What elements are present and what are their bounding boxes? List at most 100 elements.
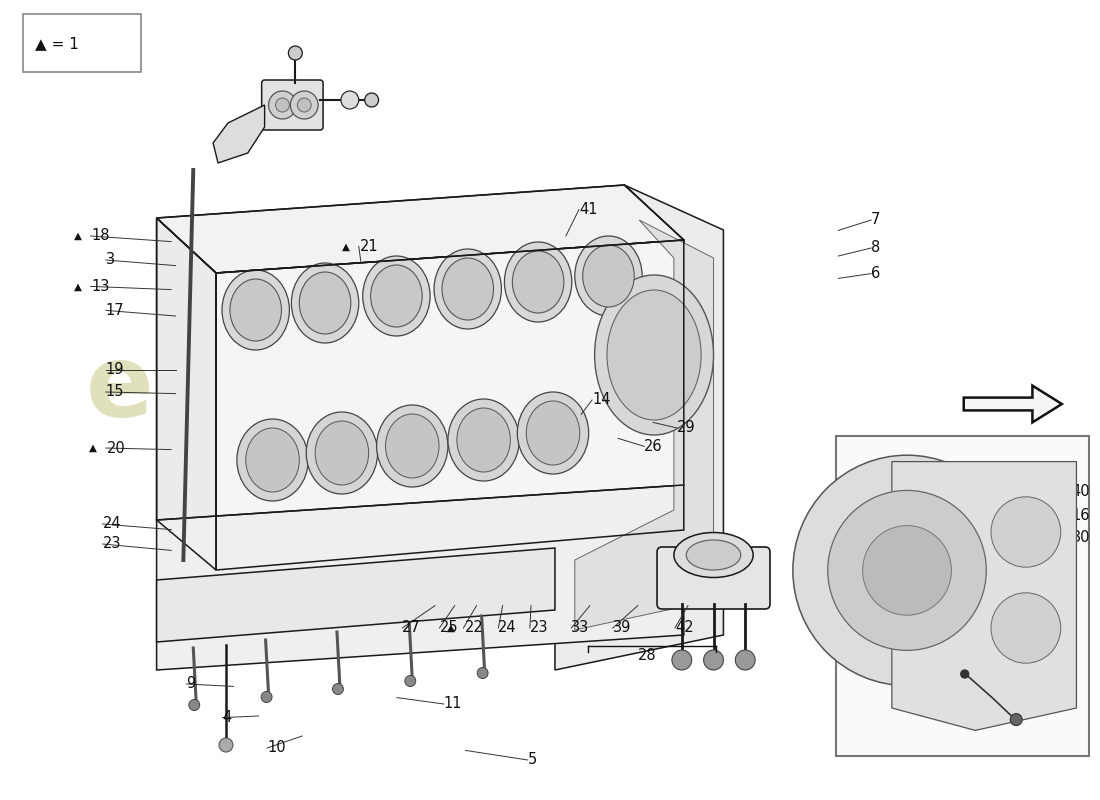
Ellipse shape	[292, 263, 359, 343]
Polygon shape	[575, 220, 714, 630]
Ellipse shape	[607, 290, 701, 420]
Polygon shape	[216, 240, 684, 570]
FancyBboxPatch shape	[657, 547, 770, 609]
Circle shape	[297, 98, 311, 112]
Ellipse shape	[316, 421, 369, 485]
Text: 33: 33	[571, 621, 590, 635]
Ellipse shape	[376, 405, 448, 487]
Ellipse shape	[513, 251, 564, 313]
Text: eurospares: eurospares	[86, 342, 717, 438]
Text: 30: 30	[1071, 530, 1090, 545]
Text: 16: 16	[1071, 509, 1090, 523]
Text: 8: 8	[871, 241, 880, 255]
Circle shape	[672, 650, 692, 670]
Circle shape	[704, 650, 724, 670]
Text: 11: 11	[443, 697, 462, 711]
Circle shape	[960, 670, 969, 678]
Text: 5: 5	[528, 753, 537, 767]
Bar	[23, 14, 141, 72]
Polygon shape	[156, 548, 556, 642]
Polygon shape	[213, 105, 265, 163]
Ellipse shape	[434, 249, 502, 329]
Ellipse shape	[674, 533, 754, 578]
Text: ▲ = 1: ▲ = 1	[35, 36, 79, 50]
Ellipse shape	[448, 399, 519, 481]
Ellipse shape	[517, 392, 588, 474]
Text: 3: 3	[106, 253, 116, 267]
Circle shape	[268, 91, 296, 119]
Text: ▲: ▲	[447, 623, 454, 633]
Ellipse shape	[526, 401, 580, 465]
Polygon shape	[556, 185, 724, 670]
Circle shape	[288, 46, 302, 60]
Circle shape	[477, 667, 488, 678]
Circle shape	[793, 455, 1021, 686]
Text: 23: 23	[102, 537, 121, 551]
Polygon shape	[892, 462, 1077, 730]
Bar	[836, 436, 1089, 756]
Circle shape	[261, 691, 272, 702]
FancyBboxPatch shape	[262, 80, 323, 130]
Ellipse shape	[385, 414, 439, 478]
Circle shape	[1010, 714, 1022, 726]
Text: 6: 6	[871, 266, 880, 281]
Ellipse shape	[222, 270, 289, 350]
Text: 10: 10	[267, 741, 286, 755]
Ellipse shape	[456, 408, 510, 472]
Ellipse shape	[236, 419, 308, 501]
Polygon shape	[156, 185, 684, 273]
Ellipse shape	[686, 540, 740, 570]
Ellipse shape	[371, 265, 422, 327]
Text: 23: 23	[530, 621, 549, 635]
Text: 7: 7	[871, 213, 880, 227]
Polygon shape	[156, 485, 684, 670]
Text: ▲: ▲	[74, 231, 81, 241]
Circle shape	[290, 91, 318, 119]
Text: 24: 24	[498, 621, 517, 635]
Text: 4: 4	[222, 710, 232, 725]
Circle shape	[991, 497, 1060, 567]
Text: ▲: ▲	[342, 242, 350, 251]
Text: a passion for parts since 1984: a passion for parts since 1984	[170, 435, 631, 465]
Circle shape	[219, 738, 233, 752]
Polygon shape	[156, 218, 216, 570]
Text: 28: 28	[638, 649, 657, 663]
Text: 22: 22	[464, 621, 483, 635]
Text: 41: 41	[579, 202, 597, 217]
Circle shape	[365, 93, 378, 107]
Circle shape	[341, 91, 359, 109]
Text: 15: 15	[106, 385, 124, 399]
Text: 19: 19	[106, 362, 124, 377]
Ellipse shape	[306, 412, 377, 494]
Circle shape	[862, 526, 951, 615]
Circle shape	[827, 490, 987, 650]
Circle shape	[405, 675, 416, 686]
Text: 21: 21	[360, 239, 378, 254]
Text: 18: 18	[91, 229, 110, 243]
Text: 17: 17	[106, 303, 124, 318]
Polygon shape	[964, 386, 1062, 422]
Ellipse shape	[575, 236, 642, 316]
Text: 20: 20	[107, 441, 125, 455]
Text: 42: 42	[675, 621, 693, 635]
Circle shape	[275, 98, 289, 112]
Text: 9: 9	[187, 677, 196, 691]
Text: 29: 29	[678, 421, 695, 435]
Text: 26: 26	[645, 439, 663, 454]
Circle shape	[991, 593, 1060, 663]
Text: 40: 40	[1071, 485, 1090, 499]
Ellipse shape	[363, 256, 430, 336]
Ellipse shape	[595, 275, 714, 435]
Text: ▲: ▲	[89, 443, 97, 453]
Circle shape	[675, 653, 689, 667]
Text: ▲: ▲	[74, 282, 81, 291]
Text: 13: 13	[91, 279, 110, 294]
Circle shape	[189, 699, 200, 710]
Text: 14: 14	[592, 393, 611, 407]
Circle shape	[738, 653, 752, 667]
Text: 24: 24	[102, 517, 121, 531]
Text: 25: 25	[439, 621, 458, 635]
Circle shape	[735, 650, 755, 670]
Ellipse shape	[299, 272, 351, 334]
Ellipse shape	[583, 245, 635, 307]
